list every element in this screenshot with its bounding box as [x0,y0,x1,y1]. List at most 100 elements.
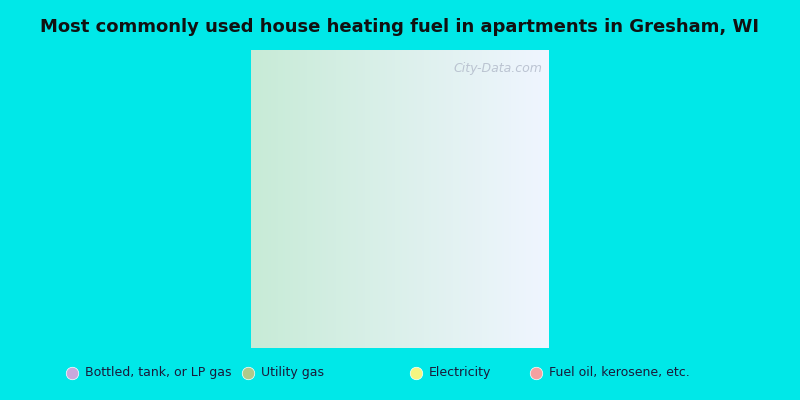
Bar [434,50,436,348]
Bar [495,50,496,348]
Bar [278,50,279,348]
Bar [541,50,542,348]
Bar [489,50,490,348]
Wedge shape [446,0,602,14]
Bar [378,50,379,348]
Bar [418,50,419,348]
Bar [271,50,272,348]
Bar [348,50,350,348]
Bar [260,50,261,348]
Bar [367,50,368,348]
Bar [323,50,325,348]
Bar [381,50,382,348]
Bar [347,50,348,348]
Bar [372,50,373,348]
Bar [417,50,418,348]
Bar [385,50,386,348]
Bar [506,50,507,348]
Bar [469,50,470,348]
Bar [532,50,533,348]
Bar [528,50,529,348]
Bar [543,50,544,348]
Bar [396,50,397,348]
Bar [545,50,546,348]
Bar [265,50,266,348]
Bar [423,50,424,348]
Bar [384,50,385,348]
Bar [440,50,441,348]
Bar [471,50,473,348]
Bar [352,50,354,348]
Bar [492,50,494,348]
Bar [321,50,322,348]
Bar [300,50,301,348]
Bar [444,50,445,348]
Bar [450,50,452,348]
Bar [432,50,433,348]
Bar [289,50,290,348]
Bar [438,50,440,348]
Bar [403,50,404,348]
Bar [288,50,289,348]
Bar [262,50,263,348]
Bar [306,50,308,348]
Bar [547,50,548,348]
Bar [482,50,483,348]
Bar [322,50,323,348]
Bar [309,50,310,348]
Bar [301,50,302,348]
Bar [298,50,300,348]
Bar [531,50,532,348]
Bar [518,50,519,348]
Bar [520,50,521,348]
Bar [308,50,309,348]
Bar [395,50,396,348]
Bar [344,50,346,348]
Bar [274,50,275,348]
Bar [296,50,297,348]
Bar [304,50,305,348]
Bar [281,50,282,348]
Bar [419,50,420,348]
Bar [453,50,454,348]
Bar [449,50,450,348]
Text: Utility gas: Utility gas [261,366,324,380]
Bar [275,50,276,348]
Bar [374,50,375,348]
Bar [329,50,330,348]
Bar [429,50,430,348]
Bar [272,50,273,348]
Bar [510,50,511,348]
Bar [527,50,528,348]
Bar [282,50,284,348]
Bar [427,50,428,348]
Bar [425,50,426,348]
Bar [408,50,409,348]
Bar [310,50,311,348]
Bar [538,50,539,348]
Bar [338,50,339,348]
Bar [459,50,461,348]
Bar [494,50,495,348]
Bar [473,50,474,348]
Bar [402,50,403,348]
Bar [326,50,327,348]
Bar [540,50,541,348]
Bar [503,50,504,348]
Bar [430,50,432,348]
Bar [337,50,338,348]
Bar [462,50,463,348]
Bar [269,50,270,348]
Bar [335,50,337,348]
Bar [500,50,502,348]
Bar [339,50,341,348]
Bar [542,50,543,348]
Bar [420,50,421,348]
Bar [393,50,394,348]
Bar [490,50,491,348]
Bar [548,50,549,348]
Bar [537,50,538,348]
Bar [293,50,294,348]
Bar [314,50,315,348]
Bar [424,50,425,348]
